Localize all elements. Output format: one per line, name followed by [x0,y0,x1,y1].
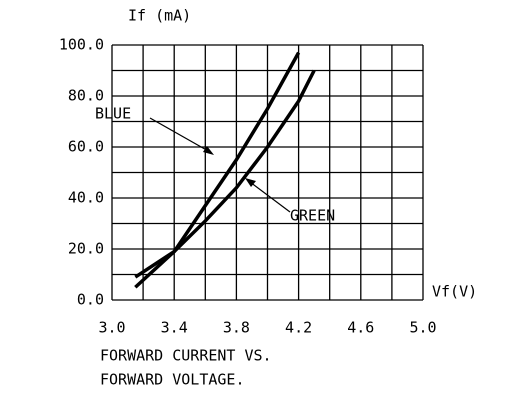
y-tick-label: 20.0 [68,240,104,258]
x-tick-label: 4.6 [347,319,374,337]
series-label: BLUE [95,105,131,123]
x-axis-label: Vf(V) [432,283,477,301]
x-tick-label: 5.0 [409,319,436,337]
x-tick-label: 4.2 [285,319,312,337]
y-axis-label: If (mA) [128,7,191,25]
series-line [134,51,301,289]
series-line [134,69,316,279]
y-tick-label: 40.0 [68,189,104,207]
chart-title: FORWARD VOLTAGE. [100,371,245,389]
y-tick-label: 0.0 [77,291,104,309]
arrow-head [245,178,256,187]
y-tick-label: 60.0 [68,138,104,156]
x-tick-label: 3.4 [161,319,188,337]
y-tick-label: 100.0 [59,36,104,54]
annotation-arrow [149,117,211,153]
y-tick-label: 80.0 [68,87,104,105]
chart-title: FORWARD CURRENT VS. [100,347,272,365]
series-label: GREEN [290,207,335,225]
annotation-arrow [249,181,291,213]
x-tick-label: 3.0 [98,319,125,337]
x-tick-label: 3.8 [223,319,250,337]
